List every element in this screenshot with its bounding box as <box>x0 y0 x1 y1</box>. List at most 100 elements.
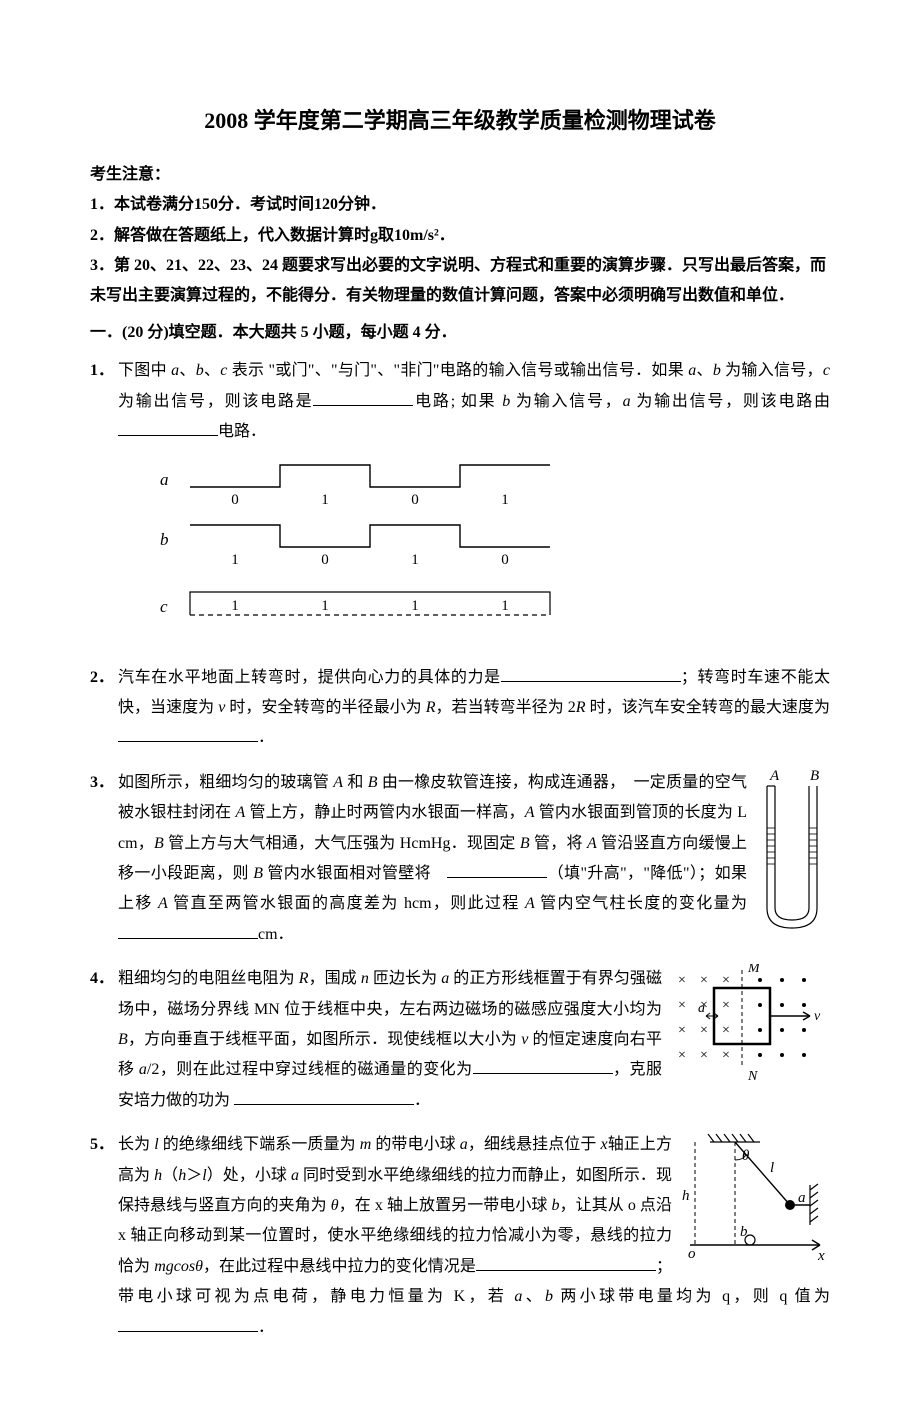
wf-c2: 1 <box>411 598 419 614</box>
q2-t5: 时，该汽车安全转弯的最大速度为 <box>586 699 830 716</box>
q5-m: m <box>360 1136 372 1153</box>
q5-blank1 <box>476 1253 656 1271</box>
q3-B4: B <box>253 865 263 882</box>
q4-n: n <box>361 970 369 987</box>
q3-t11: 管直至两管水银面的高度差为 hcm，则此过程 <box>168 895 525 912</box>
wf-a-path <box>190 465 550 487</box>
q5-b: b <box>552 1197 560 1214</box>
fig4-M: M <box>747 964 761 976</box>
q1-blank1 <box>313 388 413 406</box>
q1-b: b <box>196 362 204 379</box>
q1-t3: 为输入信号， <box>721 362 823 379</box>
q5-t9: ，在 x 轴上放置另一带电小球 <box>339 1197 552 1214</box>
fig4-a: a <box>698 1001 705 1016</box>
fig5-l: l <box>770 1160 774 1176</box>
q4-body: ××× ××× ××× ××× <box>118 964 830 1116</box>
q3-A: A <box>333 774 343 791</box>
svg-text:×: × <box>678 998 686 1013</box>
q3-t12: 管内空气柱长度的变化量为 <box>535 895 747 912</box>
q1-t: 下图中 <box>118 362 171 379</box>
wf-c0: 1 <box>231 598 239 614</box>
q3-A6: A <box>525 895 535 912</box>
svg-text:×: × <box>700 1023 708 1038</box>
q3-t2: 和 <box>343 774 368 791</box>
q3-t9: 管内水银面相对管壁将 <box>263 865 447 882</box>
q3-A4: A <box>587 835 597 852</box>
fig5-o: o <box>688 1246 696 1262</box>
fig5-h: h <box>682 1188 690 1204</box>
q5-h: h <box>154 1167 162 1184</box>
q4-blank1 <box>473 1057 613 1075</box>
q5-a2: a <box>291 1167 299 1184</box>
q4-svg: ××× ××× ××× ××× <box>670 964 830 1084</box>
svg-text:×: × <box>722 1023 730 1038</box>
notice-2: 2．解答做在答题纸上，代入数据计算时g取10m/s²． <box>90 221 830 251</box>
q5-t14: 两小球带电量均为 q，则 q 值为 <box>553 1288 830 1305</box>
q1-c2: c <box>823 362 830 379</box>
q1-t8: 电路． <box>218 423 266 440</box>
q3-A5: A <box>158 895 168 912</box>
wf-b0: 1 <box>231 552 239 568</box>
wf-b1: 0 <box>321 552 329 568</box>
q1-a2: a <box>688 362 696 379</box>
fig3-inner <box>775 786 809 920</box>
q5-t4: ，细线悬挂点位于 <box>468 1136 601 1153</box>
wf-c3: 1 <box>501 598 509 614</box>
q1-b2: b <box>713 362 721 379</box>
question-3: 3． A B 如图所示，粗细均匀的玻璃管 <box>90 768 830 950</box>
q1-num: 1． <box>90 356 118 447</box>
q2-num: 2． <box>90 663 118 754</box>
q5-figure: θ l h a b o x <box>680 1130 830 1281</box>
wf-label-a: a <box>160 470 169 489</box>
q2-t4: ，若当转弯半径为 2 <box>435 699 575 716</box>
svg-text:×: × <box>678 1048 686 1063</box>
q3-num: 3． <box>90 768 118 950</box>
section-1-head: 一．(20 分)填空题．本大题共 5 小题，每小题 4 分． <box>90 318 830 348</box>
q2-t6: ． <box>258 729 274 746</box>
q3-blank2 <box>118 921 258 939</box>
q1-a: a <box>171 362 179 379</box>
q1-t2: 表示 "或门"、"与门"、"非门"电路的输入信号或输出信号．如果 <box>227 362 688 379</box>
q1-t6: 为输入信号， <box>510 393 622 410</box>
q4-t3: 匝边长为 <box>369 970 441 987</box>
q5-t1: 长为 <box>118 1136 154 1153</box>
q1-b3: b <box>502 393 510 410</box>
notice-header: 考生注意： <box>90 160 830 190</box>
q5-cos: mgcos <box>154 1258 195 1275</box>
q5-t6: （ <box>162 1167 178 1184</box>
q2-R2: R <box>576 699 586 716</box>
q5-t13: 、 <box>522 1288 545 1305</box>
q1-a3: a <box>623 393 631 410</box>
q3-B: B <box>368 774 378 791</box>
q4-num: 4． <box>90 964 118 1116</box>
q5-a: a <box>460 1136 468 1153</box>
svg-text:×: × <box>700 973 708 988</box>
svg-text:×: × <box>722 1048 730 1063</box>
q5-t15: ． <box>258 1319 274 1336</box>
q1-t7: 为输出信号，则该电路由 <box>631 393 830 410</box>
q3-B2: B <box>154 835 164 852</box>
q3-t1: 如图所示，粗细均匀的玻璃管 <box>118 774 333 791</box>
fig5-a: a <box>798 1190 806 1206</box>
q5-blank2 <box>118 1314 258 1332</box>
q1-waveform: a b c 0 1 0 1 1 0 1 0 1 1 1 1 <box>150 457 830 648</box>
q2-t1: 汽车在水平地面上转弯时，提供向心力的具体的力是 <box>118 669 501 686</box>
q4-a: a <box>441 970 449 987</box>
q5-t3: 的带电小球 <box>371 1136 460 1153</box>
q3-A3: A <box>525 804 535 821</box>
svg-text:×: × <box>722 973 730 988</box>
q3-t6: 管上方与大气相通，大气压强为 HcmHg．现固定 <box>164 835 520 852</box>
q3-svg: A B <box>755 768 830 938</box>
wf-a2: 0 <box>411 492 419 508</box>
question-4: 4． ××× ××× ××× ××× <box>90 964 830 1116</box>
fig5-x: x <box>817 1248 825 1264</box>
q3-blank1 <box>447 860 547 878</box>
wf-a3: 1 <box>501 492 509 508</box>
q5-t6b: ＞ <box>186 1167 202 1184</box>
wf-b3: 0 <box>501 552 509 568</box>
q4-t9: ． <box>414 1092 430 1109</box>
q5-t7: ）处，小球 <box>207 1167 291 1184</box>
q3-t13: cm． <box>258 926 294 943</box>
svg-text:×: × <box>700 1048 708 1063</box>
q4-R: R <box>299 970 309 987</box>
